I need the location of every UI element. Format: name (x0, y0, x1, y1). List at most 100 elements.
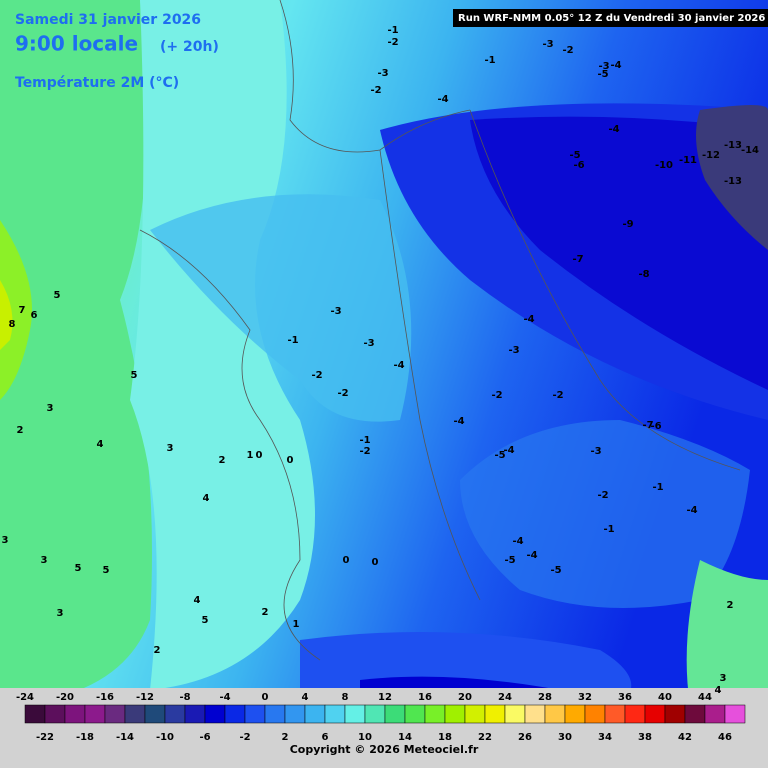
contour-label: 3 (57, 608, 64, 619)
scale-label: -6 (199, 732, 210, 743)
contour-label: -3 (590, 446, 601, 457)
color-swatch (584, 704, 606, 724)
contour-label: -3 (542, 39, 553, 50)
copyright: Copyright © 2026 Meteociel.fr (290, 743, 479, 756)
contour-label: 7 (19, 305, 26, 316)
run-info: Run WRF-NMM 0.05° 12 Z du Vendredi 30 ja… (458, 13, 765, 24)
contour-label: -2 (359, 446, 370, 457)
north-border (279, 0, 471, 153)
color-swatch (724, 704, 746, 724)
contour-label: -11 (679, 155, 697, 166)
color-swatch (384, 704, 406, 724)
scale-panel (0, 688, 768, 768)
contour-label: -2 (552, 390, 563, 401)
color-swatch (104, 704, 126, 724)
color-swatch (524, 704, 546, 724)
scale-label: -8 (179, 692, 190, 703)
color-swatch (244, 704, 266, 724)
contour-label: -2 (370, 85, 381, 96)
warm-core-2 (0, 280, 13, 350)
color-swatch (644, 704, 666, 724)
coldest-zone (696, 105, 768, 250)
color-swatch (664, 704, 686, 724)
contour-label: 5 (103, 565, 110, 576)
coastline (139, 229, 321, 661)
color-swatch (164, 704, 186, 724)
contour-label: -3 (363, 338, 374, 349)
contour-label: 5 (54, 290, 61, 301)
scale-label: 18 (438, 732, 452, 743)
contour-label: -2 (491, 390, 502, 401)
cool-zone (150, 194, 412, 422)
contour-label: -6 (573, 160, 584, 171)
contour-label: -1 (287, 335, 298, 346)
scale-label: -22 (36, 732, 54, 743)
contour-label: 2 (154, 645, 161, 656)
borders (139, 0, 741, 661)
contour-label: 3 (2, 535, 9, 546)
contour-label: 6 (31, 310, 38, 321)
contour-label: -4 (686, 505, 697, 516)
color-swatch (704, 704, 726, 724)
color-swatch (464, 704, 486, 724)
variable: Température 2M (°C) (15, 75, 179, 91)
southeast-mild (686, 560, 768, 705)
color-swatch (264, 704, 286, 724)
contour-label: 0 (287, 455, 294, 466)
contour-label: -1 (484, 55, 495, 66)
scale-label: 14 (398, 732, 412, 743)
color-swatch (84, 704, 106, 724)
contour-label: -2 (311, 370, 322, 381)
offset: (+ 20h) (160, 39, 219, 55)
color-swatch (24, 704, 46, 724)
contour-label: -5 (504, 555, 515, 566)
contour-label: 5 (75, 563, 82, 574)
mild-zone (130, 0, 315, 690)
scale-label: -12 (136, 692, 154, 703)
time: 9:00 locale (15, 32, 138, 56)
contour-label: -12 (702, 150, 720, 161)
east-cold (460, 420, 750, 608)
color-swatch (64, 704, 86, 724)
color-swatch (544, 704, 566, 724)
contour-label: -14 (741, 145, 759, 156)
contour-label: -7 (572, 254, 583, 265)
contour-label: -5 (550, 565, 561, 576)
contour-label: -4 (608, 124, 619, 135)
scale-label: -20 (56, 692, 74, 703)
contour-label: -4 (610, 60, 621, 71)
scale-label: -10 (156, 732, 174, 743)
contour-label: -4 (512, 536, 523, 547)
color-swatch (404, 704, 426, 724)
color-swatch (624, 704, 646, 724)
scale-label: 20 (458, 692, 472, 703)
scale-label: 6 (322, 732, 329, 743)
contour-label: 3 (41, 555, 48, 566)
contour-label: -2 (387, 37, 398, 48)
color-swatch (184, 704, 206, 724)
scale-label: 10 (358, 732, 372, 743)
warm-core (0, 220, 32, 400)
contour-label: 8 (9, 319, 16, 330)
contour-label: 0 (256, 450, 263, 461)
contour-label: 2 (727, 600, 734, 611)
warm-zone (0, 0, 152, 705)
contour-label: 3 (167, 443, 174, 454)
color-swatch (424, 704, 446, 724)
contour-label: 1 (293, 619, 300, 630)
scale-label: 34 (598, 732, 612, 743)
contour-label: -8 (638, 269, 649, 280)
contour-labels: -1-2 -3-2-1-3 -4-5-3-4-2-4-13-14-12-11-10-… (2, 25, 760, 696)
contour-label: -4 (523, 314, 534, 325)
scale-label: 16 (418, 692, 432, 703)
contour-label: -1 (652, 482, 663, 493)
contour-label: 0 (372, 557, 379, 568)
contour-label: -3 (508, 345, 519, 356)
color-swatch (484, 704, 506, 724)
color-swatch (364, 704, 386, 724)
contour-label: -4 (437, 94, 448, 105)
scale-label: 40 (658, 692, 672, 703)
scale-label: 4 (302, 692, 309, 703)
contour-label: -2 (562, 45, 573, 56)
